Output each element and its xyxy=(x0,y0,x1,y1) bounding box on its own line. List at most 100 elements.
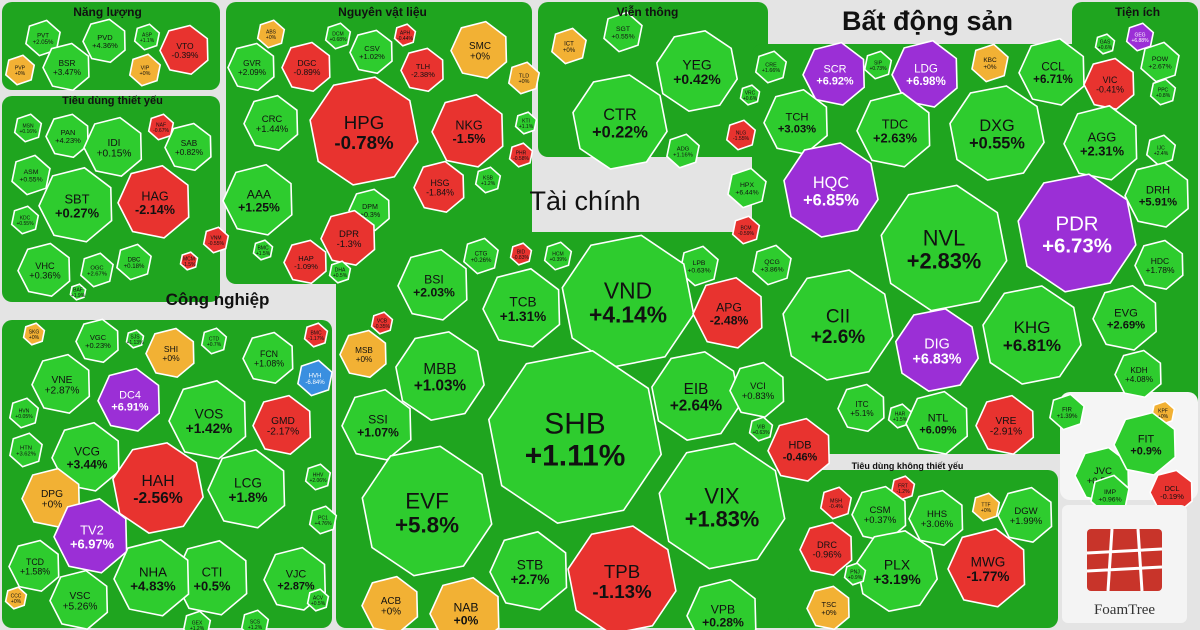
stock-cell-hhs[interactable]: HHS+3.06% xyxy=(908,489,964,546)
stock-cell-kbc[interactable]: KBC+0% xyxy=(971,43,1009,83)
stock-cell-ccl[interactable]: CCL+6.71% xyxy=(1018,37,1085,106)
stock-cell-ttf[interactable]: TTF+0% xyxy=(971,492,1001,522)
stock-cell-dxg[interactable]: DXG+0.55% xyxy=(949,85,1045,181)
stock-cell-tdc[interactable]: TDC+2.63% xyxy=(856,91,931,168)
stock-cell-csm[interactable]: CSM+0.37% xyxy=(851,485,907,542)
stock-cell-sab[interactable]: SAB+0.82% xyxy=(164,122,212,172)
stock-cell-htn[interactable]: HTN+3.62% xyxy=(9,432,43,468)
stock-cell-phr[interactable]: PHR-0.58% xyxy=(508,142,534,168)
stock-cell-idi[interactable]: IDI+0.15% xyxy=(83,116,143,177)
stock-cell-bmc[interactable]: BMC+1.5% xyxy=(252,239,274,261)
stock-cell-bsi[interactable]: BSI+2.03% xyxy=(397,248,468,321)
stock-cell-ijc[interactable]: IJC+2.4% xyxy=(1145,134,1177,166)
stock-cell-vcg[interactable]: VCG+3.44% xyxy=(51,421,120,492)
stock-cell-dc4[interactable]: DC4+6.91% xyxy=(97,367,161,432)
stock-cell-vgc[interactable]: VGC+0.23% xyxy=(75,318,119,364)
stock-cell-scr[interactable]: SCR+6.92% xyxy=(802,41,866,106)
stock-cell-gvr[interactable]: GVR+2.09% xyxy=(227,42,275,92)
stock-cell-ogc[interactable]: OGC+2.67% xyxy=(80,252,114,288)
stock-cell-tsc[interactable]: TSC+0% xyxy=(806,585,850,630)
stock-cell-adg[interactable]: ADG+1.16% xyxy=(666,133,700,169)
stock-cell-vcb[interactable]: VCB-0.35% xyxy=(370,311,394,335)
stock-cell-pc1[interactable]: PC1+4.76% xyxy=(308,505,338,535)
stock-cell-tpb[interactable]: TPB-1.13% xyxy=(567,525,677,630)
stock-cell-ldg[interactable]: LDG+6.98% xyxy=(891,39,958,108)
stock-cell-tv2[interactable]: TV2+6.97% xyxy=(53,497,128,574)
stock-cell-lpb[interactable]: LPB+0.63% xyxy=(679,245,719,287)
stock-cell-msb[interactable]: MSB+0% xyxy=(339,329,387,379)
stock-cell-hqc[interactable]: HQC+6.85% xyxy=(783,142,879,238)
stock-cell-ksb[interactable]: KSB+1.2% xyxy=(474,166,502,194)
stock-cell-dgw[interactable]: DGW+1.99% xyxy=(997,486,1053,543)
stock-cell-vnm[interactable]: VNM-0.55% xyxy=(202,226,230,254)
stock-cell-msh[interactable]: MSH-0.4% xyxy=(819,486,853,520)
stock-cell-pvt[interactable]: PVT+2.05% xyxy=(25,19,61,57)
stock-cell-hdb[interactable]: HDB-0.46% xyxy=(767,417,831,482)
stock-cell-mwg[interactable]: MWG-1.77% xyxy=(947,527,1026,608)
stock-cell-sbt[interactable]: SBT+0.27% xyxy=(38,166,113,243)
stock-cell-tlh[interactable]: TLH-2.38% xyxy=(400,47,444,93)
stock-cell-acv[interactable]: ACV+0.5% xyxy=(306,588,330,612)
stock-cell-gmd[interactable]: GMD-2.17% xyxy=(252,394,312,455)
stock-cell-pnj[interactable]: PNJ+0.9% xyxy=(843,562,867,586)
stock-cell-khg[interactable]: KHG+6.81% xyxy=(982,285,1082,385)
stock-cell-vsc[interactable]: VSC+5.26% xyxy=(49,569,109,630)
stock-cell-ccc[interactable]: CCC+0% xyxy=(4,586,28,610)
stock-cell-hhv[interactable]: HHV+2.06% xyxy=(304,463,332,491)
stock-cell-tch[interactable]: TCH+3.03% xyxy=(763,88,828,155)
stock-cell-dgc[interactable]: DGC-0.89% xyxy=(281,41,331,93)
stock-cell-itc[interactable]: ITC+5.1% xyxy=(837,383,885,433)
stock-cell-vre[interactable]: VRE-2.91% xyxy=(975,394,1035,455)
stock-cell-dbc[interactable]: DBC+0.18% xyxy=(116,243,152,281)
stock-cell-qcg[interactable]: QCG+3.86% xyxy=(752,244,792,286)
stock-cell-tcb[interactable]: TCB+1.31% xyxy=(482,267,561,348)
stock-cell-vib[interactable]: VIB+0.63% xyxy=(748,416,774,442)
stock-cell-sgt[interactable]: SGT+0.55% xyxy=(603,11,643,53)
stock-cell-evf[interactable]: EVF+5.8% xyxy=(361,445,493,577)
stock-cell-tcd[interactable]: TCD+1.58% xyxy=(8,539,60,593)
stock-cell-scs[interactable]: SCS+1.2% xyxy=(240,609,270,630)
stock-cell-hpg[interactable]: HPG-0.78% xyxy=(309,76,419,186)
stock-cell-cii[interactable]: CII+2.6% xyxy=(782,269,894,381)
stock-cell-asp[interactable]: ASP+1.1% xyxy=(133,23,161,51)
stock-cell-ctd[interactable]: CTD+0.7% xyxy=(200,327,228,355)
stock-cell-dig[interactable]: DIG+6.83% xyxy=(894,307,980,393)
stock-cell-dcl[interactable]: DCL-0.19% xyxy=(1149,469,1193,515)
stock-cell-fit[interactable]: FIT+0.9% xyxy=(1113,411,1177,476)
stock-cell-apg[interactable]: APG-2.48% xyxy=(692,276,763,349)
stock-cell-ppc[interactable]: PPC+0.8% xyxy=(1149,78,1177,106)
stock-cell-yeg[interactable]: YEG+0.42% xyxy=(655,29,739,113)
stock-cell-kdc[interactable]: KDC+0.55% xyxy=(10,205,40,235)
stock-cell-evg[interactable]: EVG+2.69% xyxy=(1092,284,1157,351)
stock-cell-gas[interactable]: GAS+0.6% xyxy=(1094,33,1116,55)
stock-cell-hah[interactable]: HAH-2.56% xyxy=(112,442,204,534)
stock-cell-shb[interactable]: SHB+1.11% xyxy=(487,349,663,525)
stock-cell-drh[interactable]: DRH+5.91% xyxy=(1124,161,1189,228)
stock-cell-geg[interactable]: GEG+6.88% xyxy=(1125,22,1155,52)
stock-cell-dha[interactable]: DHA+0.5% xyxy=(328,260,352,284)
stock-cell-hpx[interactable]: HPX+6.44% xyxy=(727,167,767,209)
stock-cell-csv[interactable]: CSV+1.02% xyxy=(349,29,393,75)
stock-cell-sip[interactable]: SIP+0.73% xyxy=(863,50,893,80)
stock-cell-msn[interactable]: MSN+0.16% xyxy=(13,113,43,143)
stock-cell-sjs[interactable]: SJS+1.13% xyxy=(125,329,145,349)
stock-cell-vpb[interactable]: VPB+0.28% xyxy=(686,578,757,630)
stock-cell-gex[interactable]: GEX+1.2% xyxy=(182,610,212,630)
stock-cell-vic[interactable]: VIC-0.41% xyxy=(1083,57,1135,111)
stock-cell-stb[interactable]: STB+2.7% xyxy=(489,530,568,611)
stock-cell-mbb[interactable]: MBB+1.03% xyxy=(395,331,485,421)
stock-cell-baf[interactable]: BAF+1.9% xyxy=(69,283,87,301)
stock-cell-ctg[interactable]: CTG+0.26% xyxy=(463,237,499,275)
stock-cell-crc[interactable]: CRC+1.44% xyxy=(243,94,299,151)
stock-cell-aaa[interactable]: AAA+1.25% xyxy=(222,163,293,236)
stock-cell-acb[interactable]: ACB+0% xyxy=(361,575,419,630)
stock-cell-hdc[interactable]: HDC+1.78% xyxy=(1134,239,1184,291)
stock-cell-vip[interactable]: VIP+0% xyxy=(128,53,162,87)
stock-cell-nab[interactable]: NAB+0% xyxy=(429,576,500,630)
stock-cell-hag[interactable]: HAG-2.14% xyxy=(117,164,190,239)
stock-cell-vne[interactable]: VNE+2.87% xyxy=(31,353,91,414)
stock-cell-dcm[interactable]: DCM+0.68% xyxy=(324,22,352,50)
stock-cell-nvl[interactable]: NVL+2.83% xyxy=(880,184,1008,312)
stock-cell-naf[interactable]: NAF-0.67% xyxy=(147,113,175,141)
stock-cell-cre[interactable]: CRE+1.66% xyxy=(754,50,788,84)
